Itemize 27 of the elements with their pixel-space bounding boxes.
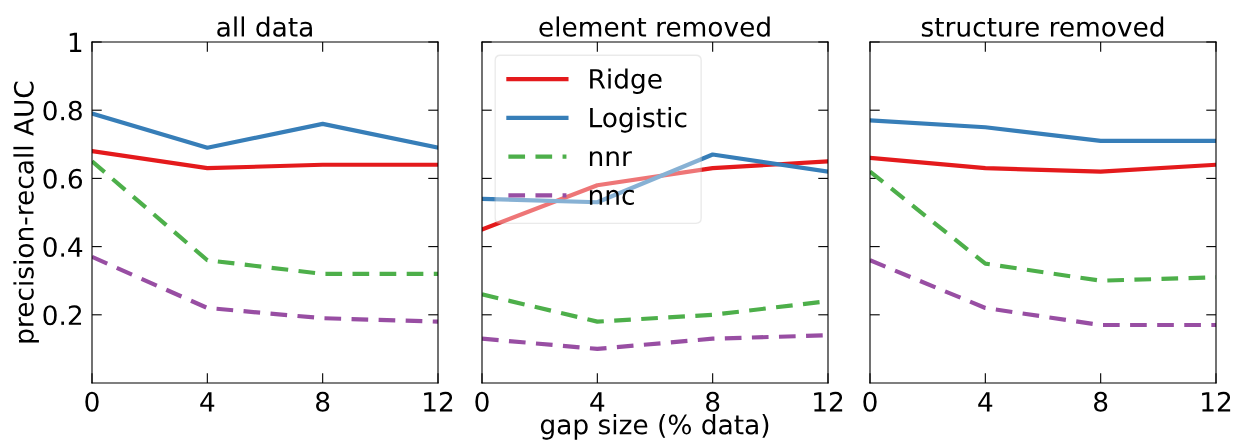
x-tick-label: 0 — [85, 391, 99, 412]
legend-label: nnr — [589, 151, 632, 166]
y-tick-label: 1 — [69, 32, 82, 53]
y-tick-label: 0.8 — [43, 100, 82, 121]
x-tick-label: 12 — [424, 391, 453, 412]
y-tick-label: 0.4 — [43, 237, 83, 257]
y-tick-label: 0.2 — [43, 305, 82, 326]
y-axis-title: precision-recall AUC — [13, 81, 39, 343]
chart-title: structure removed — [921, 16, 1164, 37]
legend-label: nnc — [589, 189, 634, 206]
y-tick-label: 0.6 — [43, 168, 83, 189]
chart-title: all data — [217, 16, 312, 37]
chart-title: element removed — [539, 16, 770, 37]
line-series — [92, 254, 438, 324]
x-axis-title: gap size (% data) — [540, 414, 769, 440]
x-tick-label: 4 — [590, 392, 605, 412]
legend-label: Ridge — [590, 68, 662, 94]
x-tick-label: 12 — [1202, 391, 1231, 412]
x-tick-label: 8 — [706, 391, 720, 412]
x-tick-label: 0 — [863, 391, 877, 412]
x-tick-label: 8 — [1094, 391, 1108, 412]
x-tick-label: 4 — [200, 392, 215, 412]
x-tick-label: 12 — [814, 391, 843, 412]
legend-label: Logistic — [590, 107, 687, 133]
x-tick-label: 4 — [978, 392, 993, 412]
x-tick-label: 0 — [475, 391, 489, 412]
x-tick-label: 8 — [316, 391, 330, 412]
